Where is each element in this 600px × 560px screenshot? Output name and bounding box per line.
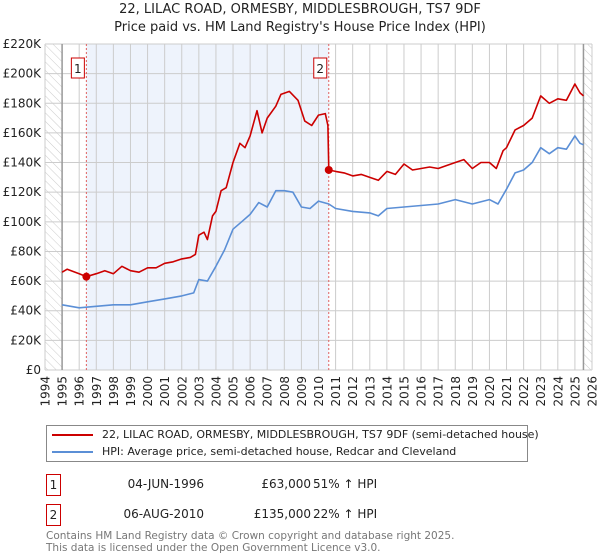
legend-label-hpi: HPI: Average price, semi-detached house,…	[102, 445, 457, 458]
x-tick-label: 2013	[363, 376, 377, 407]
transaction-price: £63,000	[261, 477, 311, 491]
x-tick-label: 2024	[551, 376, 565, 407]
legend-swatch-hpi	[52, 450, 93, 453]
x-tick-label: 2009	[295, 376, 309, 407]
transaction-date: 06-AUG-2010	[123, 507, 205, 521]
x-tick-label: 2004	[209, 376, 223, 407]
x-tick-label: 2006	[244, 376, 258, 407]
ownership-shade	[86, 44, 329, 370]
x-tick-label: 2002	[175, 376, 189, 407]
x-tick-label: 2018	[449, 376, 463, 407]
transaction-hpi: 51% ↑ HPI	[313, 477, 378, 491]
x-tick-label: 2008	[278, 376, 292, 407]
x-tick-label: 1997	[90, 376, 104, 407]
x-tick-label: 2000	[141, 376, 155, 407]
transaction-date: 04-JUN-1996	[127, 477, 204, 491]
x-tick-label: 2025	[568, 376, 582, 407]
legend-label-property: 22, LILAC ROAD, ORMESBY, MIDDLESBROUGH, …	[102, 428, 539, 441]
legend-swatch-property	[52, 433, 93, 436]
x-tick-label: 2020	[483, 376, 497, 407]
transaction-hpi: 22% ↑ HPI	[313, 507, 378, 521]
y-tick-label: £180K	[3, 96, 43, 110]
sale-point	[324, 165, 333, 174]
sale-badge-box	[313, 57, 328, 79]
x-tick-label: 2017	[432, 376, 446, 407]
x-tick-label: 2016	[415, 376, 429, 407]
legend-item-hpi: HPI: Average price, semi-detached house,…	[47, 443, 456, 460]
y-tick-label: £20K	[10, 333, 42, 347]
x-tick-label: 2021	[500, 376, 514, 407]
chart-title: 22, LILAC ROAD, ORMESBY, MIDDLESBROUGH, …	[119, 2, 481, 17]
chart-subtitle: Price paid vs. HM Land Registry's House …	[114, 20, 486, 35]
transaction-row: 2 06-AUG-2010 £135,000 22% ↑ HPI	[46, 504, 446, 526]
footer-copyright: Contains HM Land Registry data © Crown c…	[46, 530, 455, 542]
hpi-line	[61, 135, 584, 309]
legend: 22, LILAC ROAD, ORMESBY, MIDDLESBROUGH, …	[46, 425, 539, 462]
transaction-row: 1 04-JUN-1996 £63,000 51% ↑ HPI	[46, 474, 446, 496]
sale-badge-label: 2	[316, 62, 324, 76]
y-tick-label: £120K	[3, 185, 43, 199]
sale-badge-box	[70, 57, 85, 79]
y-tick-label: £40K	[10, 304, 42, 318]
x-tick-label: 2026	[586, 376, 600, 407]
y-tick-label: £80K	[10, 244, 42, 258]
legend-item-property: 22, LILAC ROAD, ORMESBY, MIDDLESBROUGH, …	[47, 426, 539, 443]
transaction-badge: 2	[46, 504, 61, 526]
x-tick-label: 1995	[56, 376, 70, 407]
footer: Contains HM Land Registry data © Crown c…	[46, 530, 454, 554]
y-tick-label: £220K	[3, 37, 43, 51]
y-tick-label: £160K	[3, 126, 43, 140]
footer-licence: This data is licensed under the Open Gov…	[46, 542, 381, 554]
y-tick-label: £200K	[3, 67, 43, 81]
x-tick-label: 2015	[398, 376, 412, 407]
x-tick-label: 2022	[517, 376, 531, 407]
x-tick-label: 1999	[124, 376, 138, 407]
x-tick-label: 2007	[261, 376, 275, 407]
sale-point	[82, 272, 91, 281]
x-tick-label: 2011	[329, 376, 343, 407]
x-tick-label: 2001	[158, 376, 172, 407]
x-tick-label: 2010	[312, 376, 326, 407]
x-tick-label: 2019	[466, 376, 480, 407]
x-tick-label: 2005	[227, 376, 241, 407]
price-chart: 1994 1995 1996 1997 1998 1999 2000 2001 2002 2003…	[3, 37, 600, 407]
y-tick-label: £60K	[10, 274, 42, 288]
x-tick-label: 1996	[73, 376, 87, 407]
x-tick-label: 1994	[39, 376, 53, 407]
transaction-price: £135,000	[253, 507, 311, 521]
no-data-region	[45, 44, 63, 370]
y-tick-label: £100K	[3, 215, 43, 229]
x-tick-label: 2023	[534, 376, 548, 407]
x-tick-label: 2014	[380, 376, 394, 407]
y-tick-label: £140K	[3, 156, 43, 170]
y-tick-label: £0	[26, 363, 41, 377]
no-data-region	[583, 44, 592, 370]
x-tick-label: 2003	[192, 376, 206, 407]
x-tick-label: 2012	[346, 376, 360, 407]
sale-badge-label: 1	[74, 62, 82, 76]
transaction-badge: 1	[46, 474, 61, 496]
property-line	[61, 83, 585, 278]
x-tick-label: 1998	[107, 376, 121, 407]
